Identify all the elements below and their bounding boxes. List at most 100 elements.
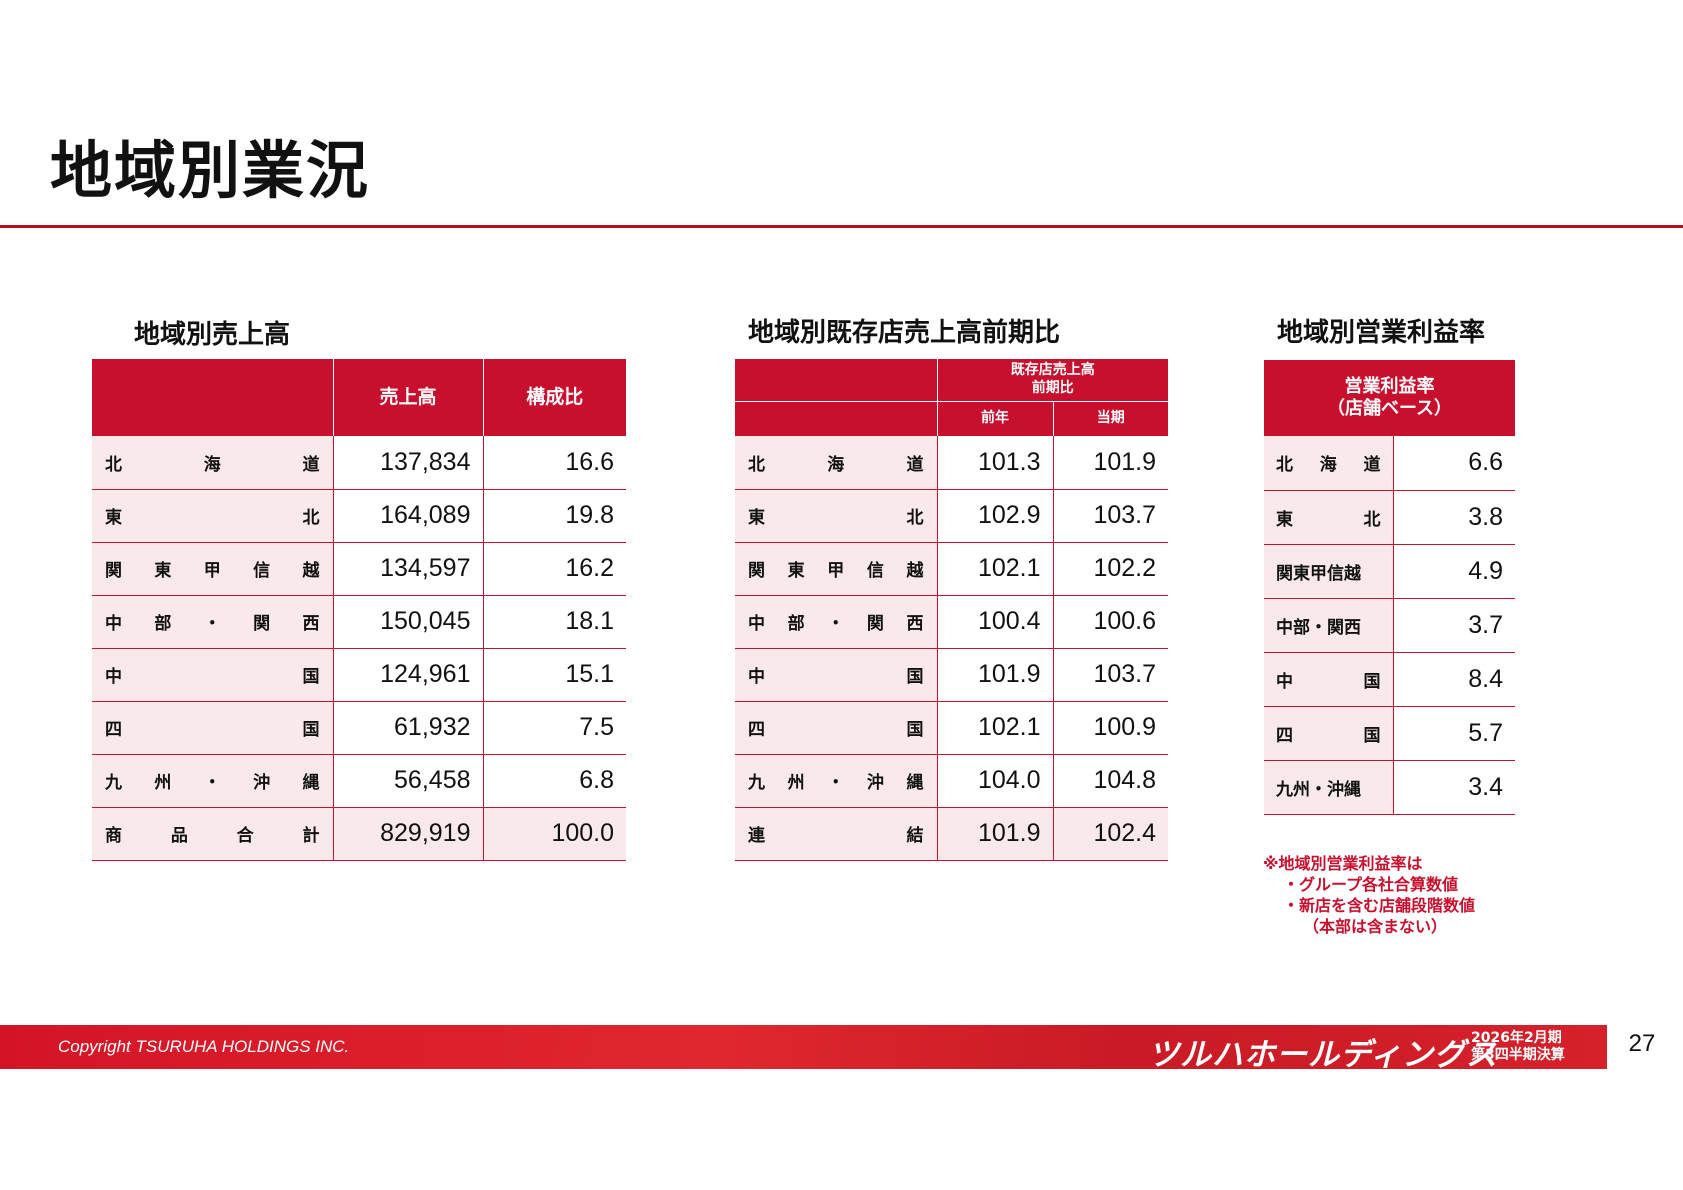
margin-value: 5.7: [1393, 706, 1516, 761]
header-blank-2: [735, 401, 937, 436]
region-char: 東: [105, 508, 122, 528]
margin-value: 3.8: [1393, 490, 1516, 545]
note-line2: ・グループ各社合算数値: [1283, 875, 1459, 894]
margin-value: 4.9: [1393, 544, 1516, 599]
region-char: 西: [906, 614, 924, 634]
region-char: 四: [1276, 725, 1293, 746]
page-title: 地域別業況: [50, 134, 371, 207]
sales-value: 56,458: [333, 754, 484, 808]
group-header-line2: 前期比: [1031, 379, 1074, 396]
table-row: 東北 3.8: [1264, 490, 1516, 545]
region-char: 縄: [906, 773, 924, 793]
region-label: 九 州 ・ 沖 縄: [735, 754, 938, 808]
region-char: 国: [906, 667, 924, 687]
region-char: 国: [1363, 671, 1381, 692]
operating-margin-table: 営業利益率 （店舗ベース） 北海道 6.6 東北 3.8 関東甲信越 4.9 中部・関西 3.…: [1264, 360, 1516, 815]
region-name: 四国: [748, 715, 924, 740]
prev-year-value: 101.9: [937, 648, 1054, 702]
region-char: 道: [1363, 455, 1381, 476]
region-label: 東北: [735, 489, 938, 543]
region-char: ・: [827, 773, 845, 793]
region-char: 州: [154, 773, 172, 793]
region-char: 中部・関西: [1276, 617, 1361, 638]
region-char: 北: [906, 508, 924, 528]
margin-footnote: ※地域別営業利益率は ・グループ各社合算数値 ・新店を含む店舗段階数値 （本部は…: [1263, 853, 1475, 937]
region-char: 東: [1276, 509, 1293, 530]
region-label: 東北: [92, 489, 334, 543]
region-char: 品: [170, 826, 188, 846]
prev-year-value: 102.9: [937, 489, 1054, 543]
region-label: 中部・関西: [92, 595, 334, 649]
region-char: 東: [787, 561, 805, 581]
fiscal-period: 2026年2月期 第3四半期決算: [1471, 1030, 1565, 1064]
col-header-prev-year: 前年: [936, 401, 1053, 436]
group-header-line1: 既存店売上高: [1010, 362, 1095, 379]
region-char: 九: [105, 773, 122, 793]
region-label: 関東甲信越: [735, 542, 938, 596]
header-blank: [735, 359, 937, 402]
sales-table-body: 北海道 137,834 16.6 東北 164,089 19.8 関東甲信越 134,597 1…: [92, 436, 626, 861]
table-row: 四国 61,932 7.5: [92, 701, 626, 755]
region-char: ・: [203, 773, 221, 793]
region-char: 中: [105, 667, 122, 687]
region-char: 四: [105, 720, 122, 740]
table-row: 北 海 道 137,834 16.6: [92, 436, 626, 490]
region-label: 中国: [92, 648, 334, 702]
region-label: 中部・関西: [1264, 598, 1394, 653]
col-header-margin: 営業利益率 （店舗ベース）: [1264, 360, 1516, 436]
sales-table-heading: 地域別売上高: [134, 320, 291, 350]
table-row: 関 東 甲 信 越 134,597 16.2: [92, 542, 626, 596]
ratio-value: 19.8: [483, 489, 626, 543]
region-char: 越: [906, 561, 924, 581]
region-char: 縄: [302, 773, 320, 793]
sales-value: 150,045: [333, 595, 484, 649]
region-char: 甲: [203, 561, 221, 581]
region-label: 商品合計: [92, 807, 334, 861]
table-row: 九 州 ・ 沖 縄 56,458 6.8: [92, 754, 626, 808]
region-name: 北海道: [1276, 450, 1381, 475]
col-group-header: 既存店売上高 前期比: [936, 359, 1168, 402]
region-char: 部: [154, 614, 172, 634]
region-name: 東北: [1276, 505, 1381, 530]
region-name: 中部・関西: [1276, 613, 1381, 638]
table-row: 四国 5.7: [1264, 706, 1516, 761]
region-label: 北海道: [735, 436, 938, 490]
region-char: 道: [906, 454, 924, 475]
region-char: 関: [105, 561, 122, 581]
ratio-value: 15.1: [483, 648, 626, 702]
margin-value: 3.7: [1393, 598, 1516, 653]
margin-header-line1: 営業利益率: [1344, 375, 1435, 397]
region-char: 海: [827, 454, 845, 475]
region-char: 東: [154, 561, 172, 581]
region-char: 海: [203, 454, 221, 475]
ratio-value: 16.2: [483, 542, 626, 596]
region-name: 商品合計: [105, 821, 320, 846]
sales-value: 164,089: [333, 489, 484, 543]
region-char: 中: [748, 614, 765, 634]
table-row: 関 東 甲 信 越 102.1 102.2: [735, 542, 1168, 596]
region-char: 北: [105, 454, 122, 475]
prev-year-value: 102.1: [937, 701, 1054, 755]
region-char: 関東甲信越: [1276, 563, 1361, 584]
period-line1: 2026年2月期: [1471, 1030, 1562, 1046]
prev-year-value: 102.1: [937, 542, 1054, 596]
current-value: 103.7: [1053, 489, 1168, 543]
current-value: 102.2: [1053, 542, 1168, 596]
region-char: 関: [866, 614, 884, 634]
col-header-ratio: 構成比: [482, 359, 626, 436]
current-value: 100.9: [1053, 701, 1168, 755]
prev-year-value: 104.0: [937, 754, 1054, 808]
region-label: 四国: [1264, 706, 1394, 761]
region-char: 四: [748, 720, 765, 740]
region-char: 越: [302, 561, 320, 581]
region-label: 東北: [1264, 490, 1394, 545]
region-label: 関東甲信越: [1264, 544, 1394, 599]
table-row: 関東甲信越 4.9: [1264, 544, 1516, 599]
region-char: 国: [906, 720, 924, 740]
table-row: 北 海 道 6.6: [1264, 436, 1516, 491]
region-label: 関東甲信越: [92, 542, 334, 596]
region-char: 計: [302, 826, 320, 846]
sales-value: 829,919: [333, 807, 484, 861]
region-char: ・: [203, 614, 221, 634]
region-label: 中国: [1264, 652, 1394, 707]
